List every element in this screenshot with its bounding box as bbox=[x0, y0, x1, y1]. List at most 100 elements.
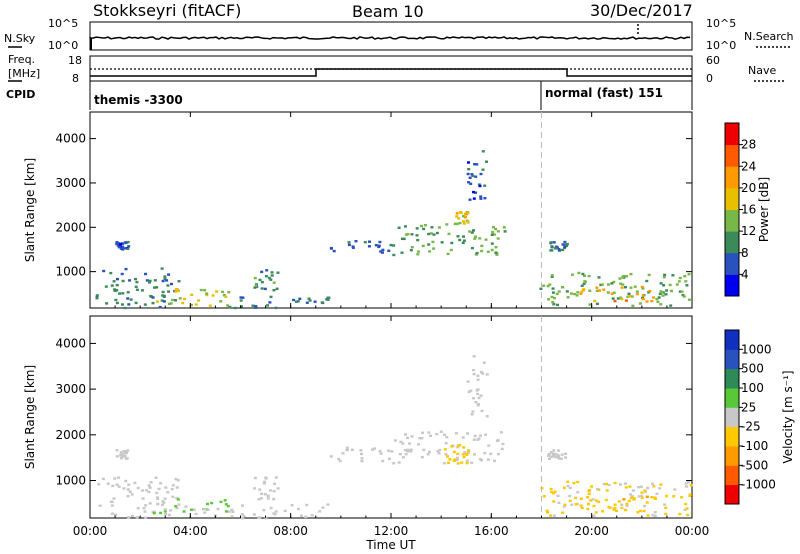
data-cell bbox=[387, 457, 391, 460]
data-cell bbox=[127, 303, 131, 306]
data-cell bbox=[483, 184, 487, 187]
data-cell bbox=[162, 295, 166, 298]
data-cell bbox=[174, 477, 178, 481]
data-cell bbox=[588, 289, 592, 292]
data-cell bbox=[253, 286, 257, 289]
data-cell bbox=[283, 509, 287, 513]
data-cell bbox=[420, 456, 424, 459]
data-cell bbox=[465, 459, 469, 462]
data-cell bbox=[479, 197, 483, 200]
data-cell bbox=[642, 509, 646, 513]
data-cell bbox=[167, 513, 171, 517]
data-cell bbox=[549, 249, 553, 252]
data-cell bbox=[549, 451, 553, 454]
data-cell bbox=[566, 296, 570, 299]
data-cell bbox=[397, 226, 401, 229]
data-cell bbox=[551, 300, 555, 304]
data-cell bbox=[263, 480, 267, 483]
data-cell bbox=[401, 237, 404, 240]
data-cell bbox=[563, 503, 567, 506]
data-cell bbox=[620, 297, 624, 301]
data-cell bbox=[496, 439, 500, 442]
data-cell bbox=[360, 452, 363, 456]
colorbar-tick-label: 500 bbox=[741, 362, 764, 376]
data-cell bbox=[636, 511, 640, 514]
data-cell bbox=[294, 300, 298, 303]
data-cell bbox=[123, 452, 127, 455]
data-cell bbox=[455, 222, 459, 226]
data-cell bbox=[587, 492, 591, 495]
data-cell bbox=[341, 452, 345, 455]
data-cell bbox=[633, 285, 637, 288]
noise-search-label: N.Search bbox=[744, 30, 794, 43]
data-cell bbox=[568, 499, 572, 503]
data-cell bbox=[160, 267, 164, 270]
data-cell bbox=[392, 244, 396, 247]
data-cell bbox=[556, 453, 560, 457]
data-cell bbox=[576, 291, 580, 294]
data-cell bbox=[378, 240, 382, 244]
data-cell bbox=[373, 447, 376, 450]
data-cell bbox=[683, 508, 687, 511]
data-cell bbox=[482, 361, 486, 364]
data-cell bbox=[461, 215, 465, 218]
data-cell bbox=[551, 452, 555, 455]
data-cell bbox=[645, 279, 649, 283]
noise-left-tick-top: 10^5 bbox=[48, 17, 78, 30]
data-cell bbox=[379, 250, 383, 253]
data-cell bbox=[258, 516, 261, 519]
data-cell bbox=[183, 297, 187, 301]
data-cell bbox=[164, 512, 168, 516]
data-cell bbox=[493, 459, 497, 463]
data-cell bbox=[148, 486, 152, 489]
colorbar-segment bbox=[725, 166, 739, 189]
data-cell bbox=[597, 500, 601, 504]
data-cell bbox=[680, 496, 684, 499]
y-axis-label: Slant Range [km] bbox=[23, 365, 37, 469]
data-cell bbox=[112, 497, 116, 500]
data-cell bbox=[640, 285, 644, 289]
data-cell bbox=[542, 495, 546, 498]
data-cell bbox=[592, 514, 596, 517]
data-cell bbox=[163, 497, 167, 500]
data-cell bbox=[117, 485, 121, 488]
data-cell bbox=[628, 295, 631, 298]
data-cell bbox=[474, 191, 478, 194]
data-cell bbox=[230, 508, 234, 512]
data-cell bbox=[141, 489, 145, 492]
data-cell bbox=[665, 494, 668, 498]
data-cell bbox=[367, 245, 371, 248]
data-cell bbox=[450, 445, 454, 448]
data-cell bbox=[205, 293, 209, 297]
data-cell bbox=[422, 448, 426, 452]
cpid-strip: themis -3300 normal (fast) 151 bbox=[89, 81, 693, 110]
data-cell bbox=[410, 233, 414, 236]
data-cell bbox=[619, 483, 622, 486]
data-cell bbox=[663, 503, 667, 506]
data-cell bbox=[494, 227, 498, 231]
data-cell bbox=[129, 298, 133, 301]
data-cell bbox=[461, 241, 465, 245]
data-cell bbox=[574, 496, 578, 500]
data-cell bbox=[580, 506, 584, 510]
data-cell bbox=[561, 511, 565, 514]
data-cell bbox=[665, 289, 669, 292]
data-cell bbox=[680, 290, 684, 293]
data-cell bbox=[169, 509, 173, 512]
data-cell bbox=[308, 299, 312, 302]
colorbar-segment bbox=[725, 349, 739, 370]
data-cell bbox=[227, 510, 231, 513]
data-cell bbox=[612, 508, 616, 511]
data-cell bbox=[481, 168, 485, 171]
data-cell bbox=[190, 293, 194, 296]
data-cell bbox=[161, 290, 165, 294]
cpid-normal: normal (fast) 151 bbox=[545, 86, 663, 100]
data-cell bbox=[456, 452, 460, 456]
data-cell bbox=[224, 503, 228, 506]
data-cell bbox=[601, 510, 605, 513]
data-cell bbox=[274, 476, 278, 479]
data-cell bbox=[462, 446, 466, 449]
data-cell bbox=[420, 437, 424, 440]
data-cell bbox=[472, 229, 475, 232]
data-cell bbox=[477, 183, 481, 186]
